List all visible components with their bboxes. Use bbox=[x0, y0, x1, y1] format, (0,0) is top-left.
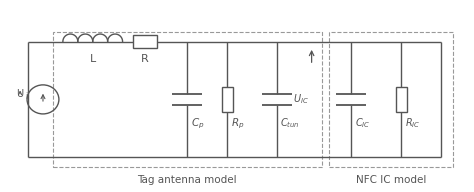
Text: $U_{IC}$: $U_{IC}$ bbox=[293, 93, 309, 106]
Bar bbox=[396, 87, 407, 112]
Text: Tag antenna model: Tag antenna model bbox=[137, 175, 237, 185]
Text: U: U bbox=[16, 89, 23, 99]
Bar bbox=[133, 35, 157, 48]
Text: $R_{IC}$: $R_{IC}$ bbox=[405, 117, 420, 130]
Text: $C_{IC}$: $C_{IC}$ bbox=[355, 117, 370, 130]
Text: i: i bbox=[25, 92, 27, 101]
Text: R: R bbox=[141, 54, 149, 64]
Text: NFC IC model: NFC IC model bbox=[356, 175, 427, 185]
Text: L: L bbox=[90, 54, 96, 64]
Text: $R_p$: $R_p$ bbox=[230, 117, 244, 131]
Text: $C_{tun}$: $C_{tun}$ bbox=[280, 117, 300, 130]
Text: $C_p$: $C_p$ bbox=[191, 117, 204, 131]
Bar bbox=[221, 87, 233, 112]
